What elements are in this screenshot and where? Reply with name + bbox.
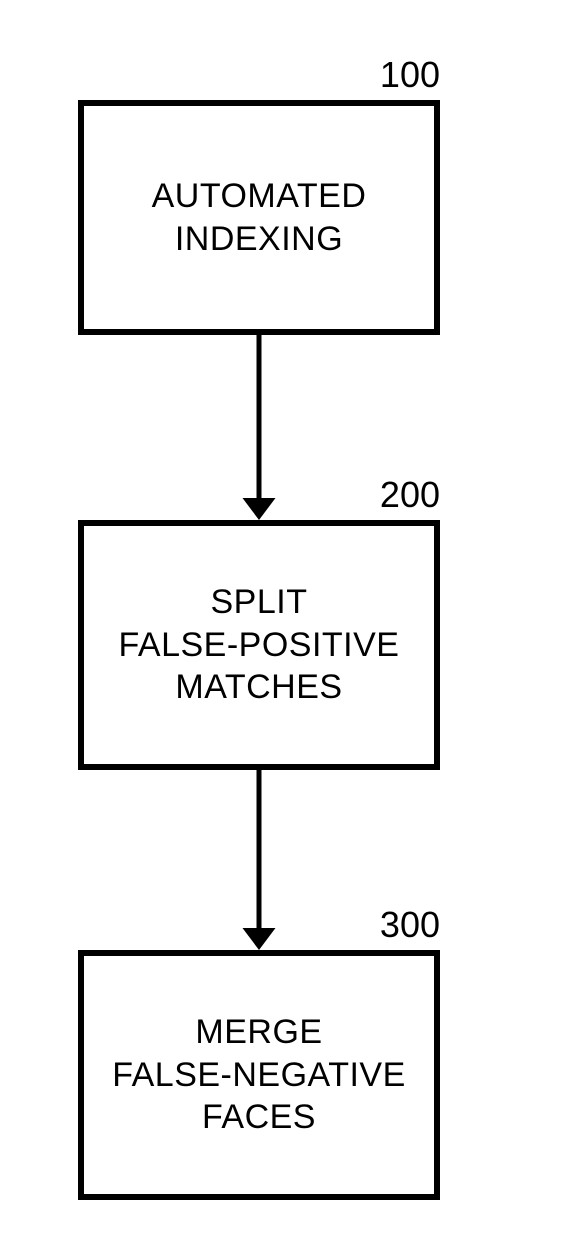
flowchart-canvas: AUTOMATED INDEXING100SPLIT FALSE-POSITIV…: [0, 0, 579, 1258]
flowchart-edge: [0, 0, 579, 1258]
